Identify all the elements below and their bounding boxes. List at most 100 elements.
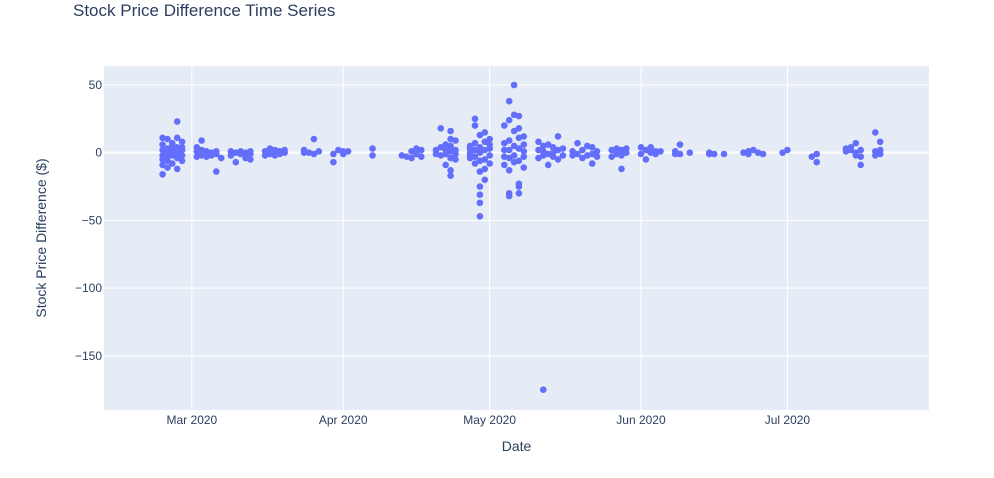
data-point — [852, 139, 860, 147]
data-point — [510, 152, 518, 159]
data-point — [447, 167, 454, 174]
data-point — [173, 165, 181, 173]
data-point — [559, 145, 567, 152]
y-tick-label: 0 — [95, 146, 102, 160]
data-point — [520, 133, 528, 140]
data-point — [310, 135, 318, 143]
data-point — [515, 145, 523, 152]
data-point — [559, 152, 567, 159]
data-point — [535, 138, 542, 146]
data-point — [481, 165, 489, 173]
data-point — [579, 154, 586, 162]
data-point — [339, 150, 347, 158]
data-point — [759, 150, 767, 158]
data-point — [515, 190, 523, 197]
chart-title: Stock Price Difference Time Series — [73, 1, 335, 20]
data-point — [588, 144, 596, 151]
data-point — [510, 142, 518, 150]
y-axis-title: Stock Price Difference ($) — [33, 158, 49, 317]
data-point — [413, 150, 420, 158]
data-point — [544, 141, 552, 148]
data-point — [164, 135, 171, 143]
data-point — [745, 150, 752, 158]
data-point — [505, 97, 513, 105]
data-point — [520, 153, 528, 160]
data-point — [501, 146, 508, 154]
data-point — [535, 154, 542, 162]
data-point — [369, 145, 376, 152]
data-point — [520, 164, 528, 171]
data-point — [676, 150, 684, 158]
data-point — [501, 139, 508, 147]
data-point — [779, 149, 786, 156]
data-point — [515, 125, 523, 132]
data-point — [813, 158, 820, 166]
data-point — [505, 154, 513, 162]
data-point — [471, 115, 479, 123]
data-point — [588, 150, 596, 158]
data-point — [247, 150, 254, 158]
data-point — [588, 160, 596, 167]
data-point — [447, 142, 454, 150]
data-point — [213, 168, 220, 175]
data-point — [418, 153, 425, 160]
data-point — [408, 154, 415, 162]
data-point — [169, 152, 176, 159]
data-point — [676, 141, 684, 148]
data-point — [213, 150, 220, 158]
data-point — [505, 146, 513, 154]
data-point — [432, 146, 440, 154]
data-point — [579, 146, 586, 154]
data-point — [608, 153, 615, 160]
data-point — [471, 139, 479, 147]
x-tick-label: Jul 2020 — [765, 413, 811, 427]
x-axis-title: Date — [502, 438, 532, 454]
data-point — [471, 160, 479, 167]
data-point — [813, 150, 820, 158]
data-point — [471, 146, 479, 154]
data-point — [618, 165, 625, 173]
data-point — [442, 161, 450, 169]
data-point — [642, 156, 650, 163]
x-gridlines — [191, 66, 788, 410]
data-point — [501, 122, 508, 129]
data-point — [637, 150, 645, 158]
data-point — [486, 160, 494, 167]
data-point — [198, 137, 205, 144]
data-point — [486, 135, 494, 143]
data-point — [501, 161, 508, 169]
data-point — [344, 148, 352, 155]
data-point — [623, 149, 630, 156]
data-point — [876, 150, 884, 158]
data-point — [510, 81, 518, 89]
data-point — [437, 125, 445, 132]
data-point — [637, 144, 645, 151]
data-point — [515, 112, 523, 120]
y-tick-label: −150 — [75, 349, 102, 363]
data-point — [642, 146, 650, 154]
data-point — [178, 152, 186, 159]
data-point — [418, 146, 425, 154]
data-point — [471, 122, 479, 129]
data-point — [169, 160, 176, 167]
data-point — [505, 190, 513, 197]
data-point — [686, 149, 694, 156]
data-point — [481, 156, 489, 163]
data-point — [452, 137, 459, 144]
data-point — [164, 164, 171, 171]
data-point — [310, 150, 318, 158]
y-tick-labels: 50 0 −50 −100 −150 — [75, 78, 102, 363]
data-point — [872, 129, 879, 136]
data-point — [173, 154, 181, 162]
data-point — [330, 150, 337, 158]
data-point — [554, 156, 562, 163]
y-tick-label: −100 — [75, 281, 102, 295]
data-point — [447, 172, 454, 179]
data-point — [720, 150, 728, 158]
data-point — [876, 138, 884, 146]
data-point — [852, 149, 860, 156]
data-point — [515, 180, 523, 188]
data-point — [247, 156, 254, 163]
data-point — [505, 116, 513, 124]
